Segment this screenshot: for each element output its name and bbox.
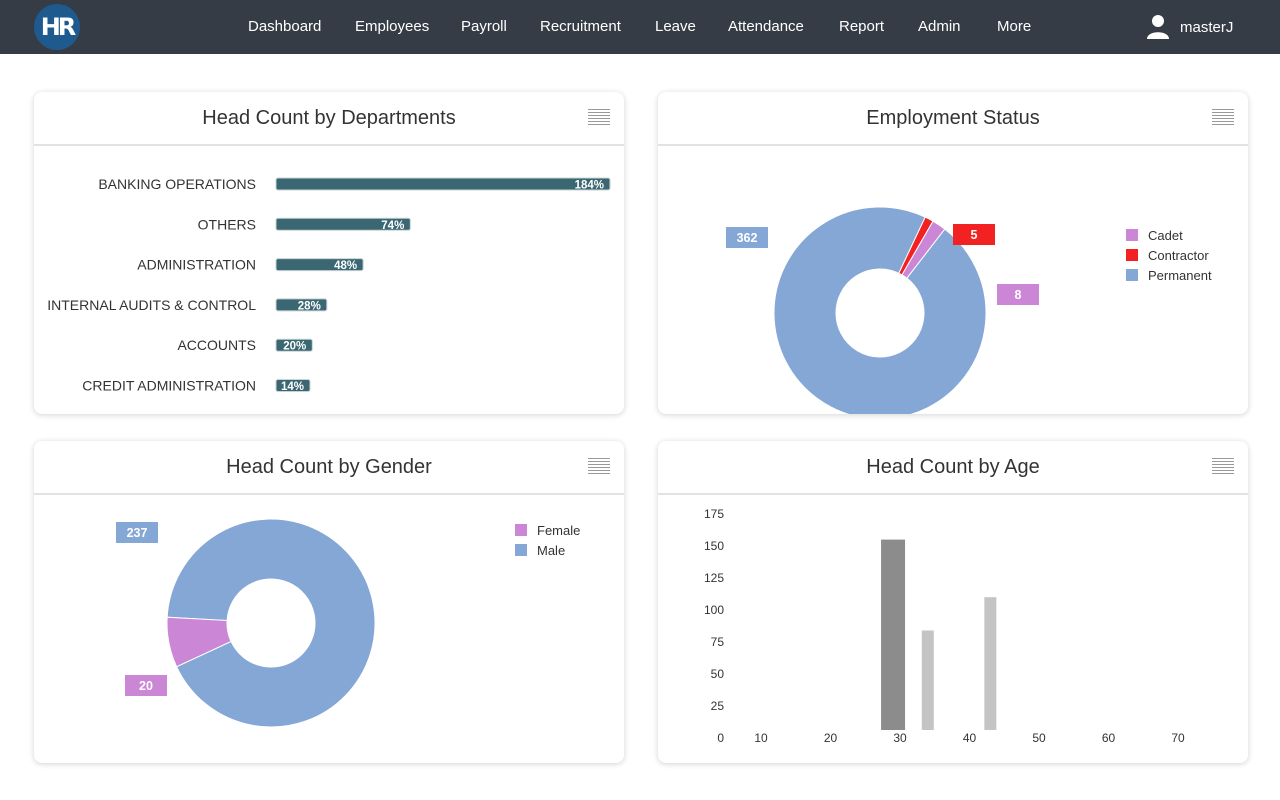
user-name: masterJ	[1180, 18, 1234, 36]
gender-label-male: 237	[127, 526, 148, 540]
department-label: ADMINISTRATION	[137, 257, 256, 273]
nav-leave[interactable]: Leave	[655, 18, 696, 35]
department-bar[interactable]	[275, 298, 328, 312]
department-bar[interactable]	[275, 217, 411, 231]
department-label: CREDIT ADMINISTRATION	[82, 378, 256, 394]
department-label: INTERNAL AUDITS & CONTROL	[47, 297, 256, 313]
age-bar-chart: 0 25 50 75 100 125 150 175 10 20 30 40 50 60 70	[704, 507, 1185, 745]
age-y-tick-label: 50	[711, 667, 725, 681]
employment-legend-swatch	[1126, 249, 1138, 261]
employment-status-card: Employment Status 362 5 8 Cadet Contractor Pe…	[658, 92, 1248, 414]
employment-legend-label[interactable]: Permanent	[1148, 268, 1212, 283]
gender-label-male-bg	[116, 522, 158, 543]
age-y-tick-label: 100	[704, 603, 724, 617]
department-bar-value: 20%	[283, 341, 306, 353]
age-x-tick-label: 20	[824, 731, 838, 745]
age-bar[interactable]	[881, 539, 906, 730]
user-menu[interactable]: masterJ	[1146, 0, 1233, 54]
gender-card-title: Head Count by Gender	[34, 441, 624, 495]
nav-payroll[interactable]: Payroll	[461, 18, 507, 35]
department-bar-value: 28%	[298, 300, 321, 312]
employment-slice-permanent[interactable]	[773, 206, 987, 414]
department-bar-value: 184%	[575, 180, 604, 192]
age-x-tick-label: 30	[893, 731, 907, 745]
nav-attendance[interactable]: Attendance	[728, 18, 804, 35]
age-x-tick-label: 70	[1171, 731, 1185, 745]
nav-more[interactable]: More	[997, 18, 1032, 35]
age-bar[interactable]	[921, 630, 934, 730]
departments-card-title: Head Count by Departments	[34, 92, 624, 146]
departments-card: Head Count by Departments BANKING OPERAT…	[34, 92, 624, 414]
nav-admin[interactable]: Admin	[918, 18, 961, 35]
department-bar[interactable]	[275, 258, 364, 272]
nav-employees[interactable]: Employees	[355, 18, 430, 35]
employment-legend-swatch	[1126, 269, 1138, 281]
age-bar[interactable]	[984, 597, 997, 730]
gender-card: Head Count by Gender 237 20 Female Male	[34, 441, 624, 763]
gender-legend-label[interactable]: Male	[537, 543, 565, 558]
employment-status-donut-chart: 362 5 8 Cadet Contractor Permanent	[726, 206, 1212, 414]
employment-label-permanent-bg	[726, 227, 768, 248]
gender-label-female-bg	[125, 675, 167, 696]
department-bar-value: 48%	[334, 260, 357, 272]
employment-status-card-title: Employment Status	[658, 92, 1248, 146]
nav-report[interactable]: Report	[839, 18, 885, 35]
departments-menu-icon[interactable]	[588, 108, 610, 126]
employment-label-permanent: 362	[737, 231, 758, 245]
age-x-tick-label: 50	[1032, 731, 1046, 745]
employment-status-menu-icon[interactable]	[1212, 108, 1234, 126]
employment-label-contractor-bg	[953, 224, 995, 245]
employment-label-cadet-bg	[997, 284, 1039, 305]
gender-slice-female[interactable]	[166, 616, 232, 668]
age-menu-icon[interactable]	[1212, 457, 1234, 475]
department-label: BANKING OPERATIONS	[98, 176, 256, 192]
age-y-tick-label: 125	[704, 571, 724, 585]
nav-recruitment[interactable]: Recruitment	[540, 18, 621, 35]
gender-donut-chart: 237 20 Female Male	[116, 518, 580, 728]
department-label: OTHERS	[198, 216, 256, 232]
department-bar-value: 74%	[381, 220, 404, 232]
age-y-tick-label: 175	[704, 507, 724, 521]
employment-legend-swatch	[1126, 229, 1138, 241]
gender-menu-icon[interactable]	[588, 457, 610, 475]
age-card: Head Count by Age 0 25 50 75 100 125 150 175 10 2…	[658, 441, 1248, 763]
employment-label-contractor: 5	[971, 228, 978, 242]
gender-legend-swatch	[515, 524, 527, 536]
age-y-tick-label: 0	[717, 731, 724, 745]
age-y-tick-label: 150	[704, 539, 724, 553]
age-y-tick-label: 25	[711, 699, 725, 713]
department-bar[interactable]	[275, 379, 311, 392]
nav-dashboard[interactable]: Dashboard	[248, 18, 322, 35]
gender-legend-swatch	[515, 544, 527, 556]
gender-legend-label[interactable]: Female	[537, 523, 580, 538]
age-y-tick-label: 75	[711, 635, 725, 649]
gender-label-female: 20	[139, 679, 153, 693]
department-bar[interactable]	[275, 338, 313, 352]
department-bar-value: 14%	[281, 381, 304, 393]
top-navigation-bar: HR Dashboard Employees Payroll Recruitme…	[0, 0, 1280, 54]
age-x-tick-label: 60	[1102, 731, 1116, 745]
user-icon	[1147, 15, 1169, 39]
departments-bar-chart: BANKING OPERATIONS 184% OTHERS 74% ADMINISTR…	[47, 176, 611, 394]
age-x-tick-label: 10	[754, 731, 768, 745]
age-x-tick-label: 40	[963, 731, 977, 745]
gender-slice-male[interactable]	[166, 518, 376, 728]
employment-label-cadet: 8	[1015, 288, 1022, 302]
department-label: ACCOUNTS	[177, 337, 256, 353]
age-card-title: Head Count by Age	[658, 441, 1248, 495]
employment-legend-label[interactable]: Contractor	[1148, 248, 1209, 263]
employment-legend-label[interactable]: Cadet	[1148, 228, 1183, 243]
department-bar[interactable]	[275, 177, 611, 191]
hr-logo[interactable]: HR	[34, 4, 80, 50]
